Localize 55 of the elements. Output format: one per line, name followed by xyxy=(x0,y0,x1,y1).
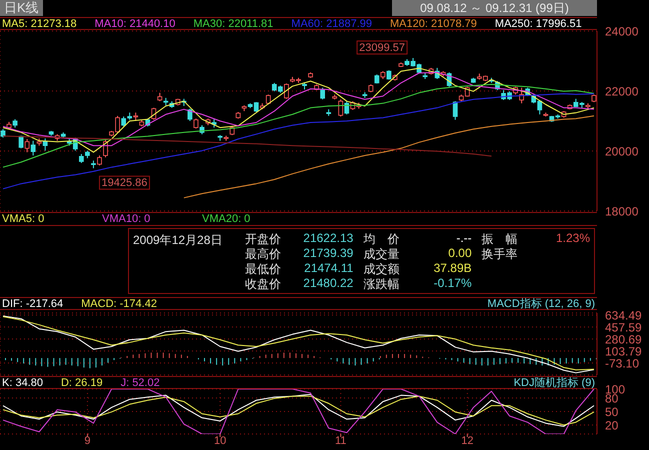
y-tick-label: 457.59 xyxy=(605,320,642,334)
chart-title: 日K线 xyxy=(0,0,43,16)
y-tick-label: 280.69 xyxy=(605,332,642,346)
x-tick-label: 11 xyxy=(335,434,346,447)
text: MA250: 17996.51 xyxy=(494,18,582,30)
y-tick-label: 50 xyxy=(605,404,619,419)
chart-title: KDJ随机指标 (9) xyxy=(514,377,596,389)
text: 0.00 xyxy=(448,246,472,261)
text: 21480.22 xyxy=(303,276,354,291)
text: 振 幅 xyxy=(482,231,518,246)
series-label: J: 52.02 xyxy=(120,377,160,389)
y-tick-label: 634.49 xyxy=(605,308,642,322)
series-label: K: 34.80 xyxy=(2,377,43,389)
text: 21739.39 xyxy=(303,246,354,261)
text: D: 26.19 xyxy=(60,377,103,389)
text: MA30: 22011.81 xyxy=(193,18,274,30)
text: 成交量 xyxy=(363,246,400,261)
text: 成交额 xyxy=(363,261,400,276)
text: 收盘价 xyxy=(245,276,281,291)
text: 最低价 xyxy=(245,261,281,276)
y-tick-label: 103.79 xyxy=(605,344,642,358)
text: 涨跌幅 xyxy=(363,276,400,291)
text: 换手率 xyxy=(482,246,518,261)
text: MA5: 21273.18 xyxy=(2,18,77,30)
text: 2009年12月28日 xyxy=(132,232,224,249)
text: 最高价 xyxy=(245,246,281,261)
y-tick-label: 18000 xyxy=(605,204,639,218)
text: MA10: 21440.10 xyxy=(94,18,176,30)
text: 21474.11 xyxy=(304,261,354,276)
text: 1.23% xyxy=(556,231,590,246)
x-tick-label: 12 xyxy=(461,434,474,447)
series-label: DIF: -217.64 xyxy=(2,298,64,310)
text: MACD: -174.42 xyxy=(81,298,157,310)
chart-title: MACD指标 (12, 26, 9) xyxy=(487,298,596,310)
y-tick-label: 22000 xyxy=(605,84,639,98)
text: -.-- xyxy=(456,231,472,246)
text: VMA5: 0 xyxy=(2,213,44,226)
annotation: 19425.86 xyxy=(102,177,148,190)
y-tick-label: 20000 xyxy=(605,144,639,158)
chart-subtitle: 09.08.12 ～ 09.12.31 (99日) xyxy=(392,0,597,16)
y-tick-label: 20 xyxy=(605,418,619,432)
text: VMA10: 0 xyxy=(102,213,150,226)
text: 37.89B xyxy=(434,261,472,276)
annotation: 23099.57 xyxy=(359,42,406,54)
x-tick-label: 9 xyxy=(84,434,90,447)
text: 均 价 xyxy=(363,231,400,246)
y-tick-label: 24000 xyxy=(605,24,639,38)
text: 开盘价 xyxy=(245,231,281,246)
text: VMA20: 0 xyxy=(202,213,250,226)
text: MA120: 21078.79 xyxy=(390,18,477,30)
text: 21622.13 xyxy=(303,231,354,246)
text: -0.17% xyxy=(434,276,472,291)
y-tick-label: -73.10 xyxy=(605,356,640,370)
text: MA60: 21887.99 xyxy=(291,18,372,30)
x-tick-label: 10 xyxy=(214,434,226,447)
